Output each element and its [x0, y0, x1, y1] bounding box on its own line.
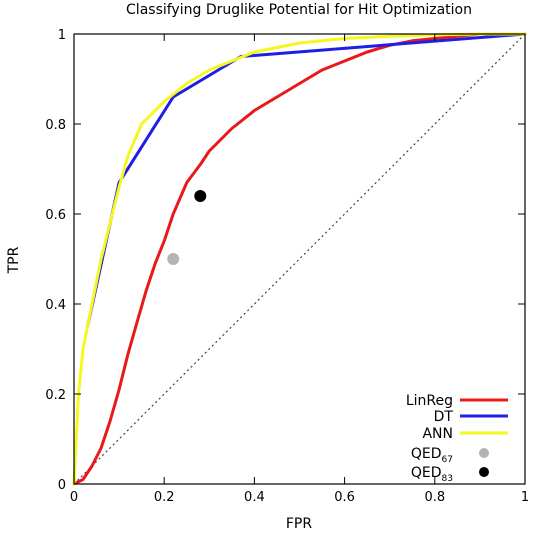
- legend-label-qed83: QED83: [411, 465, 453, 484]
- y-tick-label: 0.4: [45, 298, 66, 313]
- legend-label-subscript: 67: [442, 455, 453, 465]
- chart-title: Classifying Druglike Potential for Hit O…: [126, 2, 472, 18]
- point-qed83: [194, 190, 207, 202]
- y-tick-label: 0: [58, 478, 66, 493]
- y-axis-title: TPR: [6, 246, 22, 274]
- series-line-linreg: [72, 32, 527, 486]
- plot-frame: [73, 33, 526, 485]
- legend-label-base: QED: [411, 446, 442, 462]
- legend-label-base: QED: [411, 465, 442, 481]
- legend-label-qed67: QED67: [411, 446, 453, 465]
- x-tick-label: 1: [521, 490, 529, 505]
- points-layer: [167, 190, 207, 265]
- legend-marker-qed67: [479, 448, 489, 458]
- x-tick-label: 0.6: [334, 490, 355, 505]
- legend-label-ann: ANN: [422, 426, 453, 442]
- ticks-layer: 0 0.2 0.4 0.6 0.8 1 0 0.2 0.4 0.6 0.8 1: [45, 28, 529, 505]
- y-tick-label: 0.2: [45, 388, 66, 403]
- x-tick-label: 0.8: [424, 490, 445, 505]
- x-tick-label: 0.4: [244, 490, 265, 505]
- legend-label-subscript: 83: [442, 474, 453, 484]
- x-tick-label: 0.2: [154, 490, 175, 505]
- y-tick-label: 0.6: [45, 208, 66, 223]
- point-qed67: [167, 253, 180, 265]
- legend-label-dt: DT: [434, 409, 454, 425]
- legend-label-linreg: LinReg: [406, 393, 453, 409]
- diagonal-reference-line: [73, 33, 526, 485]
- legend-marker-qed83: [479, 467, 489, 477]
- x-axis-title: FPR: [286, 516, 312, 532]
- series-line-ann: [72, 32, 527, 486]
- x-tick-label: 0: [70, 490, 78, 505]
- y-tick-label: 0.8: [45, 118, 66, 133]
- series-layer: [72, 32, 527, 486]
- y-tick-label: 1: [58, 28, 66, 43]
